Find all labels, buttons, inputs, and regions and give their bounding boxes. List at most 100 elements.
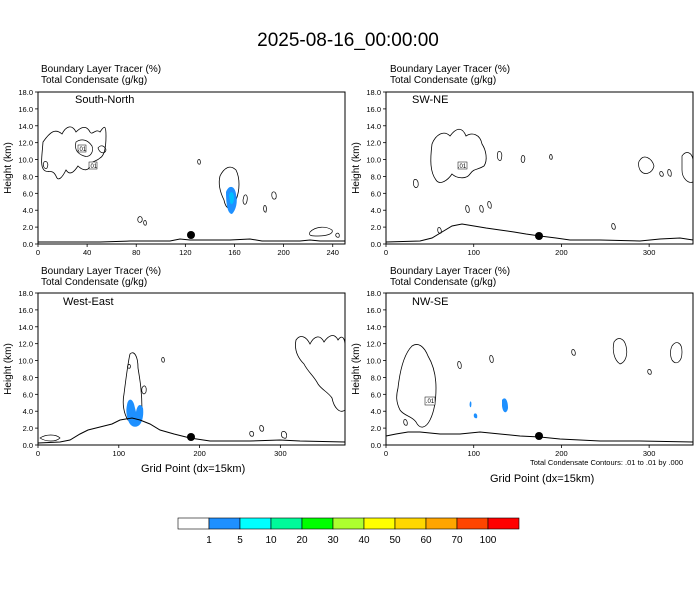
contour-label: .01 [78,147,87,153]
contour-outline [489,355,494,363]
plot-frame [385,292,694,446]
contour-label: .01 [89,164,98,170]
contour-outline [670,342,683,364]
location-marker [535,232,543,240]
y-tick-label: 10.0 [366,156,381,165]
contour-label-box [424,396,436,406]
contour-outline [97,145,107,154]
y-tick-label: 6.0 [371,390,381,399]
contour-outline [430,128,487,183]
contour-outline [127,364,131,369]
contour-outline [413,179,419,188]
y-tick-label: 8.0 [371,172,381,181]
contour-label: .01 [426,399,435,405]
panel-sw-ne: Height (km) .01 0.0 2.0 4.0 6.0 8.0 10.0 12.0 1… [351,88,694,257]
colorbar-swatch [425,517,458,530]
plot-frame [37,292,346,446]
tracer-fill [502,398,508,413]
colorbar-label: 20 [296,535,308,546]
x-tick-label: 240 [326,248,339,257]
colorbar-swatch [208,517,241,530]
contour-outline [39,434,61,442]
y-axis-label: Height (km) [351,142,362,194]
contour-outline [403,419,408,426]
panel-title-west-east: Boundary Layer Tracer (%) Total Condensat… [41,266,162,288]
y-tick-label: 0.0 [371,441,381,450]
contour-label-box [457,161,468,170]
colorbar-swatch [456,517,489,530]
colorbar-label: 30 [327,535,339,546]
y-tick-label: 16.0 [18,306,33,315]
x-tick-label: 200 [555,248,568,257]
colorbar [177,517,520,530]
colorbar-label: 40 [358,535,370,546]
y-tick-label: 14.0 [366,323,381,332]
colorbar-swatch [487,517,520,530]
colorbar-swatch [394,517,427,530]
panel-title-sw-ne: Boundary Layer Tracer (%) Total Condensat… [390,64,511,86]
contour-outline [281,431,287,439]
contour-outline [259,425,265,432]
contour-outline [249,431,255,437]
y-tick-label: 2.0 [23,223,33,232]
colorbar-label: 1 [206,535,212,546]
y-tick-label: 18.0 [366,289,381,298]
contour-outline [75,139,93,157]
x-tick-label: 300 [643,248,656,257]
contour-outline [309,226,333,237]
x-tick-label: 300 [643,449,656,458]
contour-outline [571,349,576,356]
y-tick-label: 0.0 [23,441,33,450]
panel-south-north: Height (km) .01 .01 0.0 2.0 4.0 6.0 8.0 10.0 1… [3,88,346,257]
colorbar-swatch [363,517,396,530]
plot-frame [385,91,694,245]
contour-outline [612,338,628,365]
y-tick-label: 0.0 [371,240,381,249]
y-tick-label: 14.0 [18,323,33,332]
y-tick-label: 16.0 [366,306,381,315]
y-tick-label: 18.0 [18,289,33,298]
terrain-line [385,223,694,243]
y-tick-label: 16.0 [18,105,33,114]
y-tick-label: 10.0 [18,357,33,366]
contour-outline [457,361,462,369]
y-axis-label: Height (km) [3,343,14,395]
x-tick-label: 80 [132,248,140,257]
location-marker [187,231,195,239]
y-tick-label: 14.0 [366,122,381,131]
plot-frame [37,91,346,245]
y-tick-label: 4.0 [23,407,33,416]
colorbar-label: 60 [420,535,432,546]
x-axis-label-nw-se: Grid Point (dx=15km) [490,473,595,485]
y-tick-label: 12.0 [18,340,33,349]
contour-outline [667,169,672,177]
y-tick-label: 4.0 [23,206,33,215]
contour-outline [487,201,492,209]
y-tick-label: 6.0 [23,189,33,198]
x-tick-label: 200 [277,248,290,257]
contour-outline [647,369,652,375]
panel-label-west-east: West-East [63,296,114,308]
x-tick-label: 100 [113,449,126,458]
contour-outline [611,223,616,230]
colorbar-swatch [177,517,210,530]
y-tick-label: 6.0 [23,390,33,399]
x-tick-label: 0 [36,248,40,257]
tracer-fill [469,401,472,408]
y-tick-label: 12.0 [366,139,381,148]
x-tick-label: 40 [83,248,91,257]
colorbar-swatch [301,517,334,530]
panel-west-east: Height (km) 0.0 2.0 4.0 6.0 8.0 10.0 12.0 14.0 1… [3,289,346,458]
location-marker [535,432,543,440]
contour-outline [496,151,503,161]
tracer-fill [473,413,478,419]
contour-footnote: Total Condensate Contours: .01 to .01 by… [530,458,684,467]
y-tick-label: 0.0 [23,240,33,249]
x-tick-label: 200 [193,449,206,458]
contour-outline [396,344,437,428]
figure-title: 2025-08-16_00:00:00 [257,30,439,51]
y-tick-label: 2.0 [371,223,381,232]
x-tick-label: 300 [274,449,287,458]
y-axis-label: Height (km) [3,142,14,194]
y-tick-label: 18.0 [366,88,381,97]
